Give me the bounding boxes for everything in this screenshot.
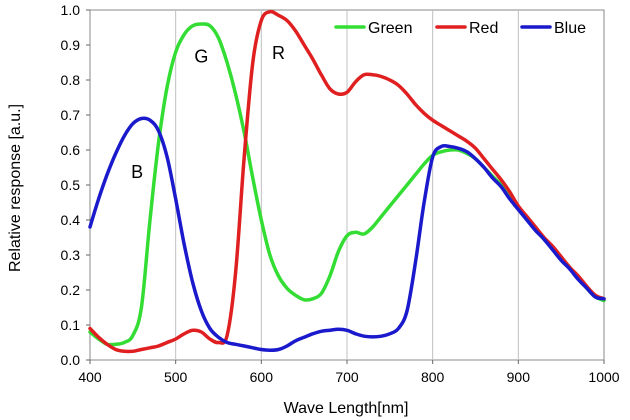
x-tick-label: 500 xyxy=(164,369,188,385)
legend-label-red: Red xyxy=(469,20,498,37)
legend-label-blue: Blue xyxy=(554,20,586,37)
legend: Green Red Blue xyxy=(334,20,586,37)
y-tick-label: 0.9 xyxy=(61,37,81,53)
x-axis-title: Wave Length[nm] xyxy=(284,400,409,417)
y-tick-label: 0.6 xyxy=(61,142,81,158)
y-tick-label: 0.3 xyxy=(61,247,81,263)
annotation-g: G xyxy=(194,47,208,67)
y-tick-label: 0.4 xyxy=(61,212,81,228)
x-tick-label: 600 xyxy=(250,369,274,385)
y-tick-label: 0.8 xyxy=(61,72,81,88)
series-line-blue xyxy=(88,116,606,352)
x-tick-label: 400 xyxy=(78,369,102,385)
x-axis-ticks: 400 500 600 700 800 900 1000 xyxy=(78,360,620,385)
x-tick-label: 800 xyxy=(421,369,445,385)
y-tick-label: 0.2 xyxy=(61,282,81,298)
annotation-r: R xyxy=(272,43,285,63)
y-tick-label: 0.0 xyxy=(61,352,81,368)
x-tick-label: 700 xyxy=(335,369,359,385)
y-tick-label: 1.0 xyxy=(61,2,81,18)
gridlines xyxy=(175,10,519,360)
curve-annotations: B G R xyxy=(131,43,285,182)
x-tick-label: 900 xyxy=(507,369,531,385)
x-tick-label: 1000 xyxy=(588,369,619,385)
legend-label-green: Green xyxy=(368,20,412,37)
y-tick-label: 0.5 xyxy=(61,177,81,193)
series-line-red xyxy=(88,9,606,354)
annotation-b: B xyxy=(131,162,143,182)
y-axis-ticks: 0.0 0.1 0.2 0.3 0.4 0.5 0.6 0.7 0.8 0.9 1.0 xyxy=(61,2,90,368)
y-tick-label: 0.1 xyxy=(61,317,81,333)
y-tick-label: 0.7 xyxy=(61,107,81,123)
y-axis-title: Relative response [a.u.] xyxy=(7,104,24,272)
series-group xyxy=(88,9,606,354)
